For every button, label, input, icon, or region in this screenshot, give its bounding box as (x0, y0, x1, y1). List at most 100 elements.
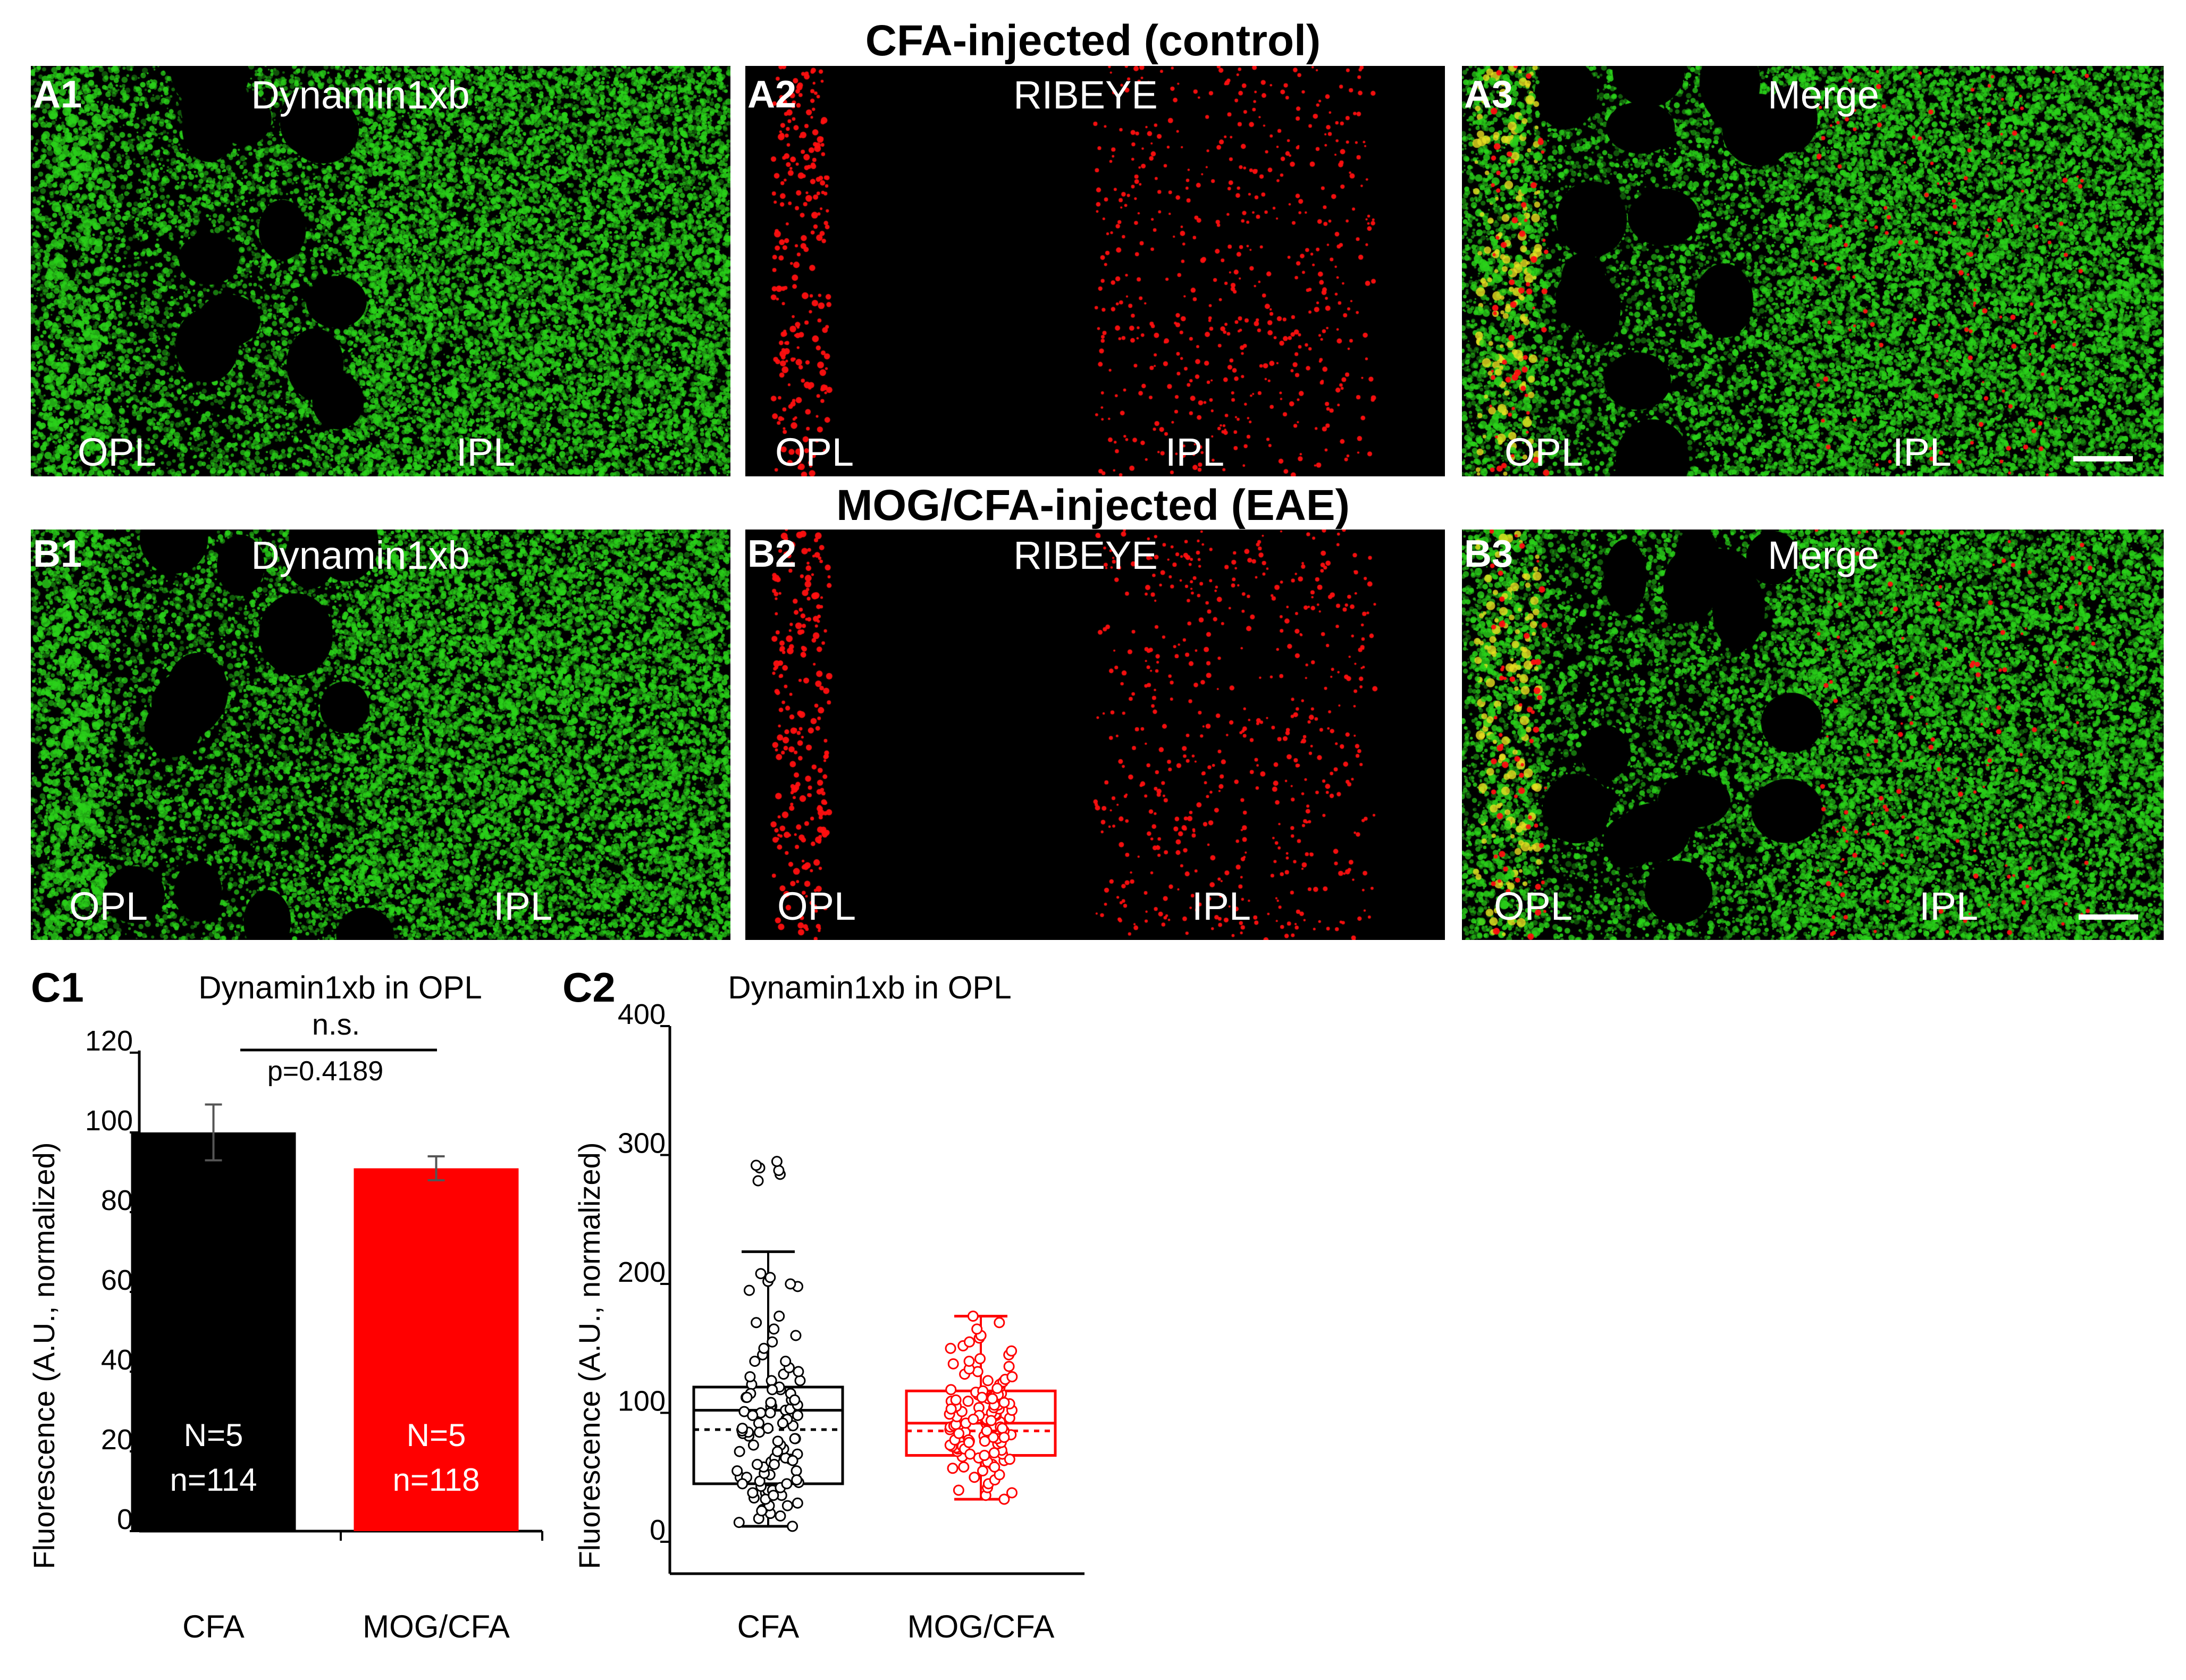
data-point (964, 1448, 976, 1460)
data-point (737, 1478, 749, 1490)
data-point (773, 1311, 785, 1322)
box-scatter-chart-c2: 0 100 200 300 400 CFA MOG/CFA Fluorescence (A.… (573, 999, 1084, 1644)
data-point (971, 1323, 983, 1335)
p-value-label: p=0.4189 (267, 1056, 383, 1087)
data-point (772, 1435, 784, 1447)
data-point (998, 1493, 1010, 1505)
y-tick-label: 100 (85, 1105, 133, 1137)
data-point (751, 1317, 762, 1329)
data-point (736, 1423, 748, 1434)
data-point (976, 1391, 988, 1403)
data-point (792, 1497, 803, 1509)
x-tick-label: CFA (737, 1609, 800, 1644)
data-point (790, 1330, 802, 1341)
bar-chart-c1: 0 20 40 60 80 100 120 CFA MOG/CFA N=5 n=114 N=5 n=1… (27, 1007, 543, 1644)
data-point (974, 1353, 986, 1365)
panel-label: B1 (33, 533, 82, 575)
data-point (768, 1323, 780, 1335)
panel-label: A3 (1464, 73, 1514, 116)
data-point (958, 1461, 970, 1473)
layer-label-ipl: IPL (1919, 884, 1979, 928)
data-point (733, 1517, 745, 1528)
data-point (793, 1366, 804, 1377)
data-point (991, 1382, 1003, 1394)
data-point (773, 1165, 785, 1177)
data-point (755, 1268, 767, 1280)
data-point (945, 1384, 957, 1396)
micrograph-panel-b1: B1 Dynamin1xb OPL IPL (31, 530, 730, 940)
axes: 0 100 200 300 400 CFA MOG/CFA (618, 999, 1084, 1644)
data-point (1003, 1360, 1015, 1372)
data-point (747, 1487, 759, 1499)
layer-label-ipl: IPL (1192, 884, 1251, 928)
micrograph-image (31, 530, 730, 940)
bar-annotation: N=5 (407, 1417, 466, 1453)
bar-annotation: N=5 (184, 1417, 243, 1453)
y-tick-label: 20 (101, 1424, 133, 1456)
data-point (945, 1403, 957, 1415)
y-tick-label: 0 (650, 1514, 666, 1546)
data-point (1006, 1487, 1018, 1499)
data-point (968, 1414, 979, 1425)
data-point (979, 1450, 990, 1461)
data-point (747, 1409, 759, 1421)
panel-title: Merge (1768, 73, 1879, 117)
layer-label-ipl: IPL (1165, 430, 1225, 474)
data-point (744, 1371, 756, 1383)
data-point (756, 1505, 768, 1517)
data-point (753, 1426, 765, 1438)
data-point (767, 1336, 778, 1348)
micrograph-panel-a1: A1 Dynamin1xb OPL IPL (31, 66, 730, 476)
y-axis-label: Fluorescence (A.U., normalized) (573, 1143, 606, 1569)
layer-label-opl: OPL (78, 430, 157, 474)
data-point (743, 1284, 755, 1296)
data-point (947, 1358, 959, 1370)
panel-title: RIBEYE (1013, 533, 1158, 577)
data-point (758, 1342, 770, 1354)
data-point (769, 1459, 780, 1470)
data-point (969, 1472, 980, 1483)
data-point (764, 1407, 776, 1418)
layer-label-opl: OPL (777, 884, 856, 928)
data-point (787, 1521, 798, 1532)
series-mogcfa (905, 1311, 1057, 1505)
data-point (950, 1394, 962, 1406)
micrograph-image (745, 66, 1445, 476)
micrograph-image (31, 66, 730, 476)
data-point (945, 1342, 956, 1354)
data-point (967, 1311, 979, 1322)
y-axis-label: Fluorescence (A.U., normalized) (27, 1143, 61, 1569)
scale-bar (2079, 914, 2138, 920)
data-point (989, 1461, 1000, 1473)
layer-label-ipl: IPL (456, 430, 516, 474)
panel-label: A1 (33, 73, 82, 116)
micrograph-image (1462, 66, 2164, 476)
micrograph-panel-a2: A2 RIBEYE OPL IPL (745, 66, 1445, 476)
y-tick-label: 80 (101, 1185, 133, 1216)
y-tick-label: 120 (85, 1025, 133, 1057)
data-point (750, 1160, 762, 1171)
data-point (953, 1427, 965, 1439)
data-point (764, 1272, 776, 1283)
data-point (982, 1375, 994, 1387)
layer-label-opl: OPL (1494, 884, 1573, 928)
data-point (1004, 1454, 1015, 1465)
chart-title-c1: Dynamin1xb in OPL (198, 970, 482, 1005)
data-point (988, 1447, 1000, 1459)
data-point (977, 1465, 989, 1477)
panel-letter-c2: C2 (562, 964, 616, 1011)
data-point (771, 1446, 783, 1457)
layer-label-opl: OPL (775, 430, 854, 474)
data-point (947, 1463, 959, 1474)
x-tick-label: MOG/CFA (907, 1609, 1055, 1644)
data-point (953, 1484, 964, 1496)
data-point (963, 1437, 975, 1448)
data-point (734, 1446, 745, 1457)
y-tick-label: 300 (618, 1128, 666, 1160)
micrograph-panel-b3: B3 Merge OPL IPL (1462, 530, 2164, 940)
boxes-and-points (692, 1156, 1057, 1532)
data-point (775, 1510, 786, 1522)
layer-label-opl: OPL (69, 884, 148, 928)
data-point (985, 1415, 997, 1426)
panel-title: Dynamin1xb (251, 73, 470, 117)
